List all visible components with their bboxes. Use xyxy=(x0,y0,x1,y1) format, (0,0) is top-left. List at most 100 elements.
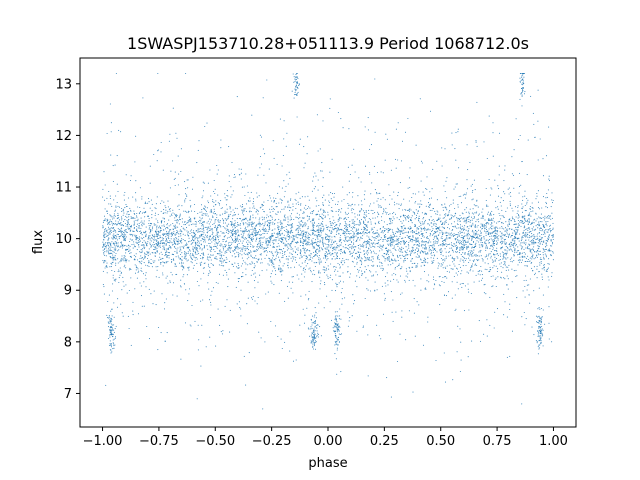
data-point xyxy=(402,255,404,257)
data-point xyxy=(322,197,324,199)
data-point xyxy=(266,251,268,253)
data-point xyxy=(184,255,186,257)
data-point xyxy=(431,230,433,232)
data-point xyxy=(452,251,454,253)
data-point xyxy=(409,235,411,237)
data-point xyxy=(489,227,491,229)
data-point xyxy=(453,275,455,278)
data-point xyxy=(463,221,465,223)
data-point xyxy=(429,235,431,237)
data-point xyxy=(532,221,534,223)
data-point xyxy=(514,237,516,239)
data-point xyxy=(256,224,258,226)
data-point xyxy=(168,245,170,247)
data-point xyxy=(390,291,392,293)
data-point xyxy=(269,240,271,242)
data-point xyxy=(471,212,473,214)
data-point xyxy=(301,256,303,258)
data-point xyxy=(206,234,208,236)
data-point xyxy=(526,219,529,221)
data-point xyxy=(118,219,121,221)
data-point xyxy=(267,223,269,225)
data-point xyxy=(331,193,334,195)
data-point xyxy=(393,234,396,236)
data-point xyxy=(516,275,518,277)
data-point xyxy=(273,232,275,234)
data-point xyxy=(376,229,378,231)
data-point xyxy=(524,256,526,258)
data-point xyxy=(536,218,538,220)
data-point xyxy=(530,230,532,232)
data-point xyxy=(483,226,485,228)
data-point xyxy=(523,279,525,282)
data-point xyxy=(164,233,166,235)
data-point xyxy=(287,221,289,223)
data-point xyxy=(487,213,489,215)
data-point xyxy=(404,236,406,238)
data-point xyxy=(539,217,541,219)
data-point xyxy=(292,209,294,211)
data-point xyxy=(542,248,544,250)
data-point xyxy=(121,244,123,246)
data-point xyxy=(350,209,352,211)
data-point xyxy=(485,226,487,228)
data-point xyxy=(390,169,392,171)
data-point xyxy=(548,249,550,251)
data-point xyxy=(179,285,182,287)
data-point xyxy=(114,246,116,248)
data-point xyxy=(472,255,474,257)
data-point xyxy=(106,210,108,212)
data-point xyxy=(195,234,197,236)
data-point xyxy=(319,241,321,243)
data-point xyxy=(482,260,484,262)
data-point xyxy=(213,201,215,203)
data-point xyxy=(342,264,344,266)
data-point xyxy=(344,222,347,224)
data-point xyxy=(297,247,299,249)
data-point xyxy=(356,255,358,258)
data-point xyxy=(159,258,161,260)
data-point xyxy=(351,219,353,221)
data-point xyxy=(294,235,296,237)
data-point xyxy=(513,255,515,257)
data-point xyxy=(128,269,130,271)
data-point xyxy=(105,265,107,267)
data-point xyxy=(350,241,353,244)
data-point xyxy=(300,266,302,268)
data-point xyxy=(278,232,280,234)
data-point xyxy=(136,216,138,218)
data-point xyxy=(450,244,453,246)
data-point xyxy=(495,234,497,236)
data-point xyxy=(320,237,323,239)
data-point xyxy=(210,219,212,221)
data-point xyxy=(488,232,490,234)
data-point xyxy=(486,204,488,206)
data-point xyxy=(104,237,106,239)
data-point xyxy=(255,250,257,252)
data-point xyxy=(234,235,236,238)
data-point xyxy=(500,238,502,240)
data-point xyxy=(191,259,193,261)
data-point xyxy=(106,272,108,274)
data-point xyxy=(432,261,434,263)
data-point xyxy=(407,227,409,229)
data-point xyxy=(135,241,137,243)
data-point xyxy=(200,264,202,267)
data-point xyxy=(322,202,324,204)
data-point xyxy=(273,265,275,268)
data-point xyxy=(360,264,363,266)
data-point xyxy=(512,244,514,246)
data-point xyxy=(290,241,293,243)
data-point xyxy=(531,241,533,243)
data-point xyxy=(484,243,486,245)
data-point xyxy=(174,226,176,228)
data-point xyxy=(219,252,221,254)
data-point xyxy=(353,232,355,234)
data-point xyxy=(240,227,242,229)
data-point xyxy=(274,251,276,253)
data-point xyxy=(499,227,501,229)
data-point xyxy=(528,239,530,241)
data-point xyxy=(511,239,513,241)
data-point xyxy=(369,245,371,247)
data-point xyxy=(161,220,163,222)
